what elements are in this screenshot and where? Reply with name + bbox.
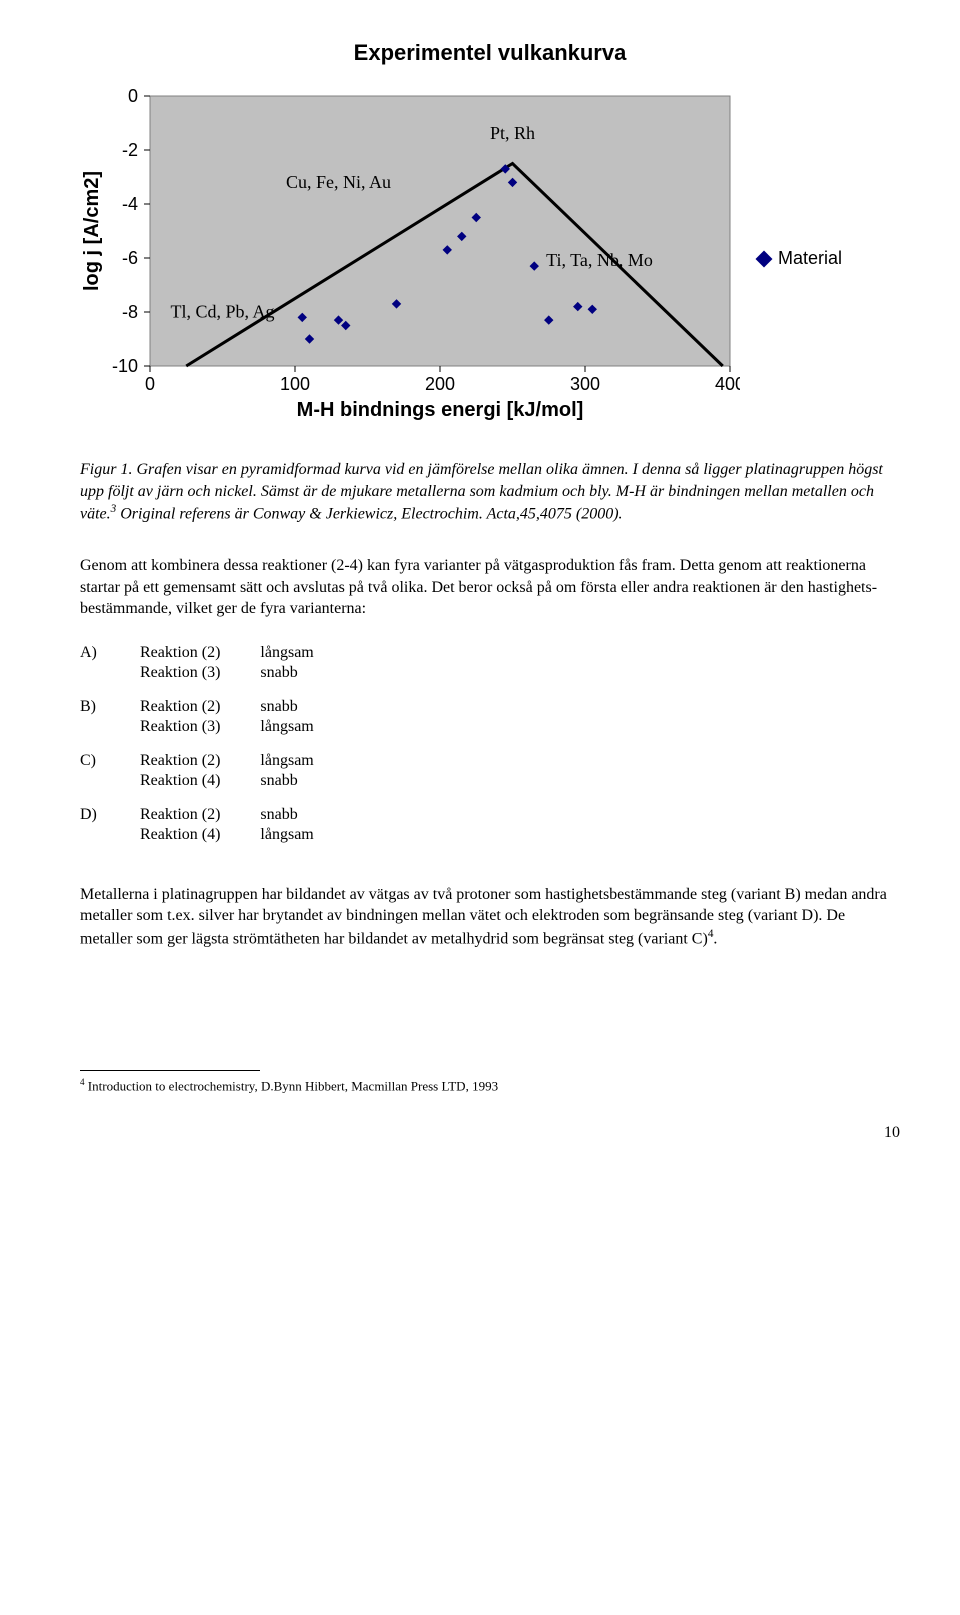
legend-label: Material xyxy=(778,248,842,269)
variant-speed: långsam xyxy=(260,644,353,664)
svg-text:-8: -8 xyxy=(122,302,138,322)
footnote-text: Introduction to electrochemistry, D.Bynn… xyxy=(85,1078,499,1093)
svg-text:0: 0 xyxy=(145,374,155,394)
variant-speed: snabb xyxy=(260,772,353,792)
variant-label: A) xyxy=(80,644,140,664)
table-spacer xyxy=(80,738,354,752)
chart-title: Experimentel vulkankurva xyxy=(80,40,900,66)
variant-reaction: Reaktion (2) xyxy=(140,806,260,826)
table-row: Reaktion (4)långsam xyxy=(80,826,354,846)
caption-text-2: Original referens är Conway & Jerkiewicz… xyxy=(116,506,622,523)
variant-reaction: Reaktion (4) xyxy=(140,826,260,846)
body-paragraph-1: Genom att kombinera dessa reaktioner (2-… xyxy=(80,555,900,620)
variant-reaction: Reaktion (2) xyxy=(140,698,260,718)
variant-reaction: Reaktion (2) xyxy=(140,752,260,772)
svg-text:log j [A/cm2]: log j [A/cm2] xyxy=(81,171,103,291)
variant-label: D) xyxy=(80,806,140,826)
svg-text:Cu, Fe, Ni, Au: Cu, Fe, Ni, Au xyxy=(286,172,391,192)
body-paragraph-2: Metallerna i platinagruppen har bildande… xyxy=(80,884,900,950)
svg-text:-6: -6 xyxy=(122,248,138,268)
chart-svg-holder: 0 100 200 300 400 -10 -8 -6 -4 -2 0 Pt, Rh Cu, Fe, N… xyxy=(80,86,740,431)
svg-text:100: 100 xyxy=(280,374,310,394)
variant-label: B) xyxy=(80,698,140,718)
variant-speed: långsam xyxy=(260,826,353,846)
para2-text-a: Metallerna i platinagruppen har bildande… xyxy=(80,886,887,948)
variant-speed: långsam xyxy=(260,752,353,772)
caption-label: Figur 1. xyxy=(80,461,132,478)
variant-label xyxy=(80,772,140,792)
variant-label xyxy=(80,826,140,846)
table-row: Reaktion (3)snabb xyxy=(80,664,354,684)
table-spacer xyxy=(80,684,354,698)
footnote-rule xyxy=(80,1070,260,1071)
variant-speed: långsam xyxy=(260,718,353,738)
variant-reaction: Reaktion (4) xyxy=(140,772,260,792)
legend-swatch xyxy=(756,250,773,267)
variant-label xyxy=(80,664,140,684)
para2-text-b: . xyxy=(713,930,717,947)
table-spacer xyxy=(80,792,354,806)
variant-speed: snabb xyxy=(260,806,353,826)
svg-text:Ti, Ta, Nb, Mo: Ti, Ta, Nb, Mo xyxy=(546,250,653,270)
svg-text:0: 0 xyxy=(128,86,138,106)
table-row: C)Reaktion (2)långsam xyxy=(80,752,354,772)
chart-legend: Material xyxy=(758,248,842,269)
variant-label: C) xyxy=(80,752,140,772)
variant-reaction: Reaktion (3) xyxy=(140,664,260,684)
svg-text:Pt, Rh: Pt, Rh xyxy=(490,123,535,143)
variant-reaction: Reaktion (3) xyxy=(140,718,260,738)
chart-container: 0 100 200 300 400 -10 -8 -6 -4 -2 0 Pt, Rh Cu, Fe, N… xyxy=(80,86,900,431)
table-row: B)Reaktion (2)snabb xyxy=(80,698,354,718)
svg-text:200: 200 xyxy=(425,374,455,394)
svg-text:300: 300 xyxy=(570,374,600,394)
table-spacer xyxy=(80,846,354,860)
volcano-chart: 0 100 200 300 400 -10 -8 -6 -4 -2 0 Pt, Rh Cu, Fe, N… xyxy=(80,86,740,426)
variant-label xyxy=(80,718,140,738)
svg-text:-2: -2 xyxy=(122,140,138,160)
table-row: Reaktion (3)långsam xyxy=(80,718,354,738)
figure-caption: Figur 1. Grafen visar en pyramidformad k… xyxy=(80,459,900,525)
footnote: 4 Introduction to electrochemistry, D.By… xyxy=(80,1077,900,1094)
variant-reaction: Reaktion (2) xyxy=(140,644,260,664)
variant-speed: snabb xyxy=(260,698,353,718)
variant-speed: snabb xyxy=(260,664,353,684)
svg-text:Tl, Cd, Pb, Ag: Tl, Cd, Pb, Ag xyxy=(170,301,274,321)
table-row: A)Reaktion (2)långsam xyxy=(80,644,354,664)
table-row: D)Reaktion (2)snabb xyxy=(80,806,354,826)
svg-text:-4: -4 xyxy=(122,194,138,214)
svg-text:M-H bindnings energi [kJ/mol]: M-H bindnings energi [kJ/mol] xyxy=(297,399,584,421)
svg-text:400: 400 xyxy=(715,374,740,394)
svg-text:-10: -10 xyxy=(112,356,138,376)
variants-table: A)Reaktion (2)långsamReaktion (3)snabbB)… xyxy=(80,644,354,860)
page-number: 10 xyxy=(80,1124,900,1142)
table-row: Reaktion (4)snabb xyxy=(80,772,354,792)
